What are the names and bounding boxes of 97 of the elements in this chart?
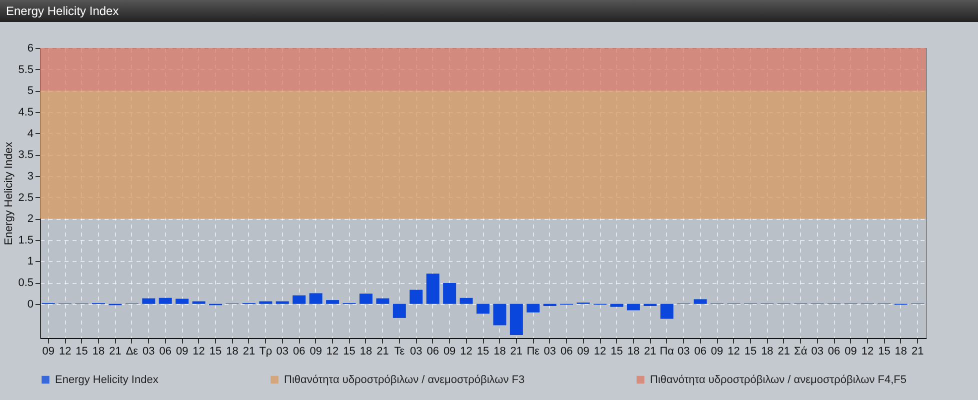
x-tick-label: 21 [376,346,389,358]
bar [326,300,340,304]
y-tick-label: 1 [27,256,34,268]
y-tick-label: 4 [27,128,34,140]
x-tick-label: 18 [627,346,640,358]
x-tick-label: 15 [76,346,88,358]
x-tick-label: 09 [310,346,322,358]
bar [426,274,440,304]
x-tick-label: 12 [861,346,874,358]
x-tick-label: 21 [778,346,790,358]
x-tick-label: Πε [526,346,540,358]
x-tick-label: 12 [326,346,339,358]
bar [410,290,423,304]
x-tick-label: 09 [710,346,724,358]
x-tick-label: 18 [761,346,774,358]
x-tick-label: 15 [610,346,623,358]
bar [694,299,707,304]
bar [276,301,289,304]
bar [660,304,674,319]
x-tick-label: 06 [828,346,840,358]
y-tick-label: 6 [27,42,34,54]
bar [259,301,272,304]
x-tick-label: 18 [360,346,372,358]
x-tick-label: 18 [494,346,506,358]
x-tick-label: 03 [276,346,289,358]
bar [309,293,322,304]
x-tick-label: 09 [176,346,188,358]
bar [460,298,473,304]
x-tick-label: 03 [811,346,824,358]
x-tick-label: 03 [142,346,155,358]
x-tick-label: 15 [476,346,490,358]
bar [510,304,523,336]
bar [526,304,540,312]
legend-label: Energy Helicity Index [55,374,159,386]
x-tick-label: 06 [694,346,706,358]
x-tick-label: 18 [894,346,908,358]
y-tick-label: 0 [27,298,34,310]
x-tick-label: Τρ [259,346,272,358]
bar [493,304,506,326]
x-tick-label: 21 [644,346,656,358]
y-axis-title: Energy Helicity Index [3,141,16,246]
legend-label: Πιθανότητα υδροστρόβιλων / ανεμοστρόβιλων F4,F5 [650,374,906,386]
x-tick-label: 09 [443,346,456,358]
y-tick-label: 3.5 [18,149,34,162]
bar [392,304,406,318]
bar [292,295,306,304]
bar [376,298,390,304]
x-tick-label: Πα [660,346,675,358]
bar [176,298,189,304]
x-tick-label: 18 [92,346,105,358]
x-tick-label: 06 [292,346,306,358]
legend-label: Πιθανότητα υδροστρόβιλων / ανεμοστρόβιλων F3 [284,374,525,386]
x-tick-label: 09 [42,346,54,358]
bar [142,298,156,304]
bar [610,304,624,307]
y-tick-label: 5.5 [18,64,34,76]
x-tick-label: Δε [126,346,138,358]
bar [158,298,172,304]
y-tick-label: 3 [27,170,34,182]
y-tick-label: 0.5 [18,277,34,290]
y-tick-label: 2.5 [18,192,34,204]
x-tick-label: 12 [460,346,472,358]
x-tick-label: 03 [544,346,556,358]
x-tick-label: 09 [844,346,857,358]
y-tick-label: 1.5 [18,234,34,246]
x-tick-label: 06 [560,346,573,358]
y-tick-label: 5 [27,85,34,98]
x-tick-label: 15 [878,346,890,358]
x-tick-label: 18 [226,346,238,358]
x-tick-label: 15 [209,346,222,358]
chart-title: Energy Helicity Index [0,0,978,22]
bar [359,294,372,304]
x-tick-label: 15 [744,346,757,358]
bar [543,304,556,306]
x-tick-label: 03 [410,346,422,358]
x-tick-label: 12 [192,346,205,358]
x-tick-label: 12 [728,346,740,358]
x-tick-label: 06 [426,346,439,358]
bar [644,304,657,306]
x-tick-label: 21 [912,346,924,358]
x-tick-label: 03 [677,346,690,358]
x-tick-label: Σά [794,346,808,358]
x-tick-label: 21 [510,346,523,358]
x-tick-label: 12 [594,346,606,358]
bar [626,304,640,310]
x-tick-label: 12 [58,346,72,358]
x-tick-label: 15 [343,346,356,358]
x-tick-label: 06 [159,346,172,358]
y-tick-label: 4.5 [18,106,34,118]
x-tick-label: 21 [242,346,256,358]
y-tick-label: 2 [27,213,34,226]
x-tick-label: 21 [109,346,122,358]
x-tick-label: 09 [577,346,590,358]
bar [443,282,456,304]
x-tick-label: Τε [394,346,405,358]
bar [192,301,206,304]
bar [476,304,490,314]
